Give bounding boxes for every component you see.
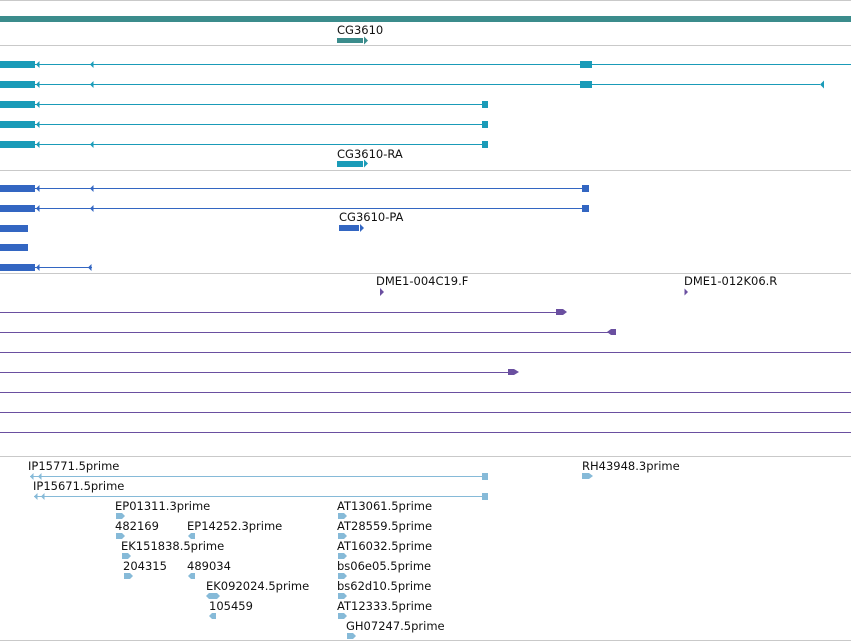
strand-arrow (90, 185, 94, 192)
gene-glyph (337, 38, 363, 43)
est-label: 204315 (123, 559, 167, 573)
est-block (347, 633, 356, 639)
est-block (338, 593, 347, 599)
est-block (482, 473, 488, 480)
protein-block (0, 185, 35, 192)
protein-block (0, 225, 28, 232)
est-block (116, 513, 125, 519)
est-label: 482169 (115, 519, 159, 533)
est-label: AT16032.5prime (337, 539, 433, 553)
strand-arrow (36, 264, 40, 271)
est-block (116, 533, 125, 539)
strand-arrow (36, 185, 40, 192)
cdna-label: DME1-012K06.R (684, 274, 778, 288)
strand-arrow (30, 473, 34, 480)
transcript-exon (0, 121, 35, 128)
est-label: 489034 (187, 559, 231, 573)
est-block (122, 553, 131, 559)
transcript-exon (0, 61, 35, 68)
strand-arrow (364, 36, 368, 45)
est-block (188, 573, 195, 579)
transcript-exon (482, 141, 488, 148)
protein-block (0, 244, 28, 251)
strand-arrow (34, 493, 38, 500)
est-label: AT13061.5prime (337, 499, 433, 513)
strand-arrow (88, 264, 92, 271)
strand-arrow (380, 288, 384, 296)
est-block (338, 513, 347, 519)
est-label: IP15771.5prime (28, 459, 120, 473)
protein-block (0, 205, 35, 212)
strand-arrow (36, 121, 40, 128)
est-label: AT28559.5prime (337, 519, 433, 533)
strand-arrow (90, 205, 94, 212)
strand-arrow (38, 473, 42, 480)
protein-glyph (339, 225, 359, 231)
est-block (188, 533, 195, 539)
cdna-label: DME1-004C19.F (376, 274, 469, 288)
transcript-exon (0, 81, 35, 88)
est-label: EK092024.5prime (206, 579, 310, 593)
transcript-glyph (337, 161, 363, 167)
strand-arrow (36, 141, 40, 148)
transcript-exon (580, 61, 592, 68)
est-label: EP01311.3prime (115, 499, 211, 513)
est-block (209, 613, 216, 619)
est-label: bs62d10.5prime (337, 579, 432, 593)
protein-block (582, 185, 589, 192)
strand-arrow (90, 81, 94, 88)
est-block (338, 533, 347, 539)
est-block (482, 493, 488, 500)
est-block (124, 573, 133, 579)
est-label: EK151838.5prime (121, 539, 225, 553)
protein-label: CG3610-PA (339, 210, 404, 224)
gene-label: CG3610 (337, 23, 384, 37)
cdna-block (556, 309, 567, 315)
est-label: AT12333.5prime (337, 599, 433, 613)
transcript-exon (0, 141, 35, 148)
transcript-exon (482, 101, 488, 108)
est-label: IP15671.5prime (33, 479, 125, 493)
est-block (206, 593, 213, 599)
strand-arrow (90, 61, 94, 68)
cdna-block (508, 369, 519, 375)
est-label: RH43948.3prime (582, 459, 680, 473)
transcript-exon (0, 101, 35, 108)
est-block (211, 593, 220, 599)
transcript-exon (482, 121, 488, 128)
strand-arrow (36, 101, 40, 108)
est-label: bs06e05.5prime (337, 559, 432, 573)
cdna-block (607, 329, 616, 335)
est-block (338, 573, 347, 579)
est-label: GH07247.5prime (346, 619, 445, 633)
strand-arrow (684, 288, 688, 296)
strand-arrow (36, 81, 40, 88)
gene-bar (0, 16, 851, 22)
est-block (338, 613, 347, 619)
strand-arrow (364, 159, 368, 168)
protein-block (582, 205, 589, 212)
transcript-exon (580, 81, 592, 88)
est-block (582, 473, 593, 479)
strand-arrow (41, 493, 45, 500)
est-label: 105459 (209, 599, 253, 613)
transcript-label: CG3610-RA (337, 147, 403, 161)
strand-arrow (36, 205, 40, 212)
strand-arrow (36, 61, 40, 68)
strand-arrow (90, 141, 94, 148)
est-label: EP14252.3prime (187, 519, 283, 533)
protein-block (0, 264, 35, 271)
est-block (338, 553, 347, 559)
strand-arrow (820, 80, 824, 89)
strand-arrow (360, 224, 364, 232)
